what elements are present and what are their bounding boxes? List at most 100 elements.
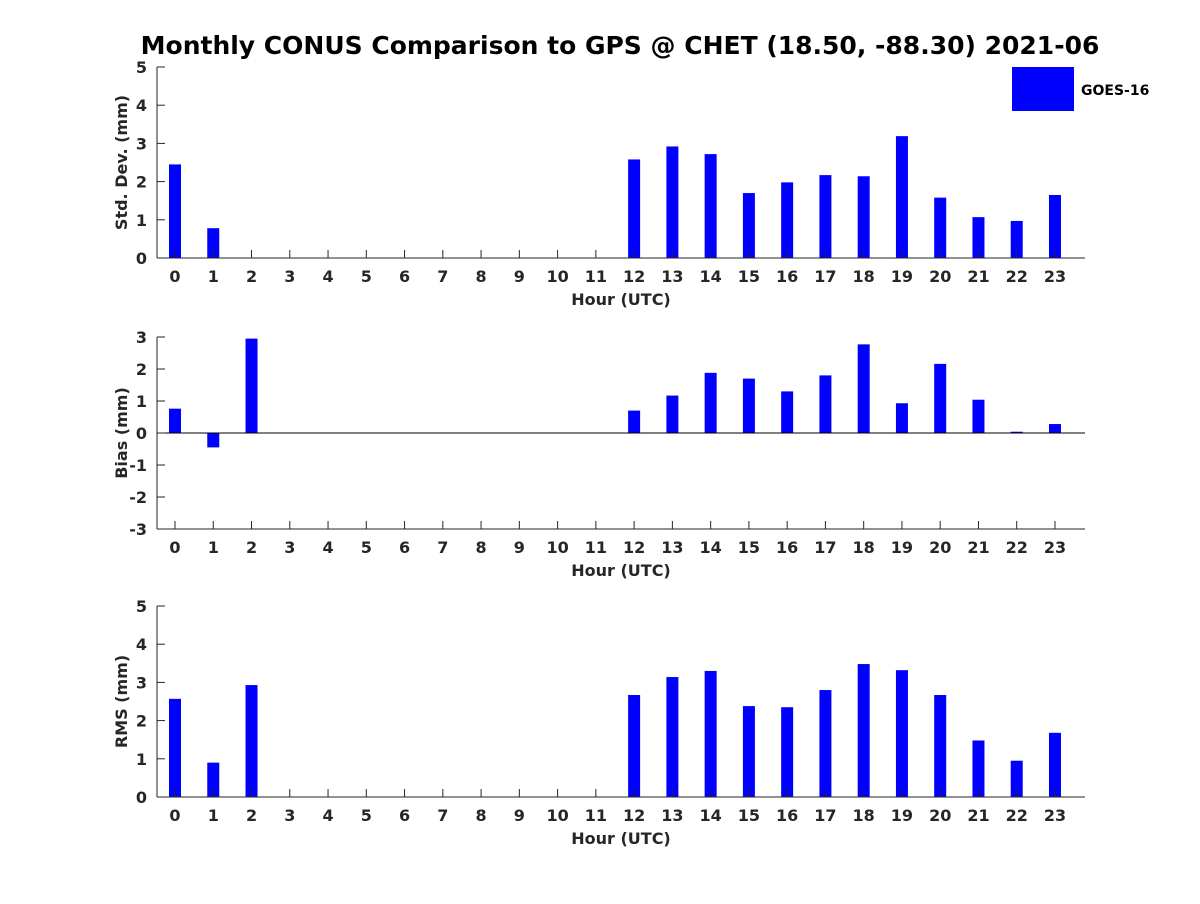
- rms-x-tick-label: 2: [246, 806, 257, 825]
- bias-y-tick-label: 1: [136, 392, 147, 411]
- std-dev-bar: [207, 228, 220, 258]
- bias-x-tick-label: 18: [853, 538, 875, 557]
- bias-x-tick-label: 7: [437, 538, 448, 557]
- rms-x-tick-label: 12: [623, 806, 645, 825]
- rms-x-tick-label: 19: [891, 806, 913, 825]
- bias-y-tick-label: -2: [129, 488, 147, 507]
- bias-x-tick-label: 0: [169, 538, 180, 557]
- std-dev-x-tick-label: 1: [208, 267, 219, 286]
- bias-y-axis-label: Bias (mm): [112, 387, 131, 479]
- rms-x-tick-label: 18: [853, 806, 875, 825]
- bias-x-tick-label: 22: [1006, 538, 1028, 557]
- rms-bar: [781, 707, 794, 797]
- rms-y-axis-label: RMS (mm): [112, 655, 131, 748]
- std-dev-x-tick-label: 21: [967, 267, 989, 286]
- bias-y-tick-label: 0: [136, 424, 147, 443]
- bias-x-tick-label: 16: [776, 538, 798, 557]
- rms-bar: [704, 670, 717, 797]
- std-dev-bar: [704, 154, 717, 258]
- bias-bar: [1010, 431, 1023, 433]
- bias-x-tick-label: 23: [1044, 538, 1066, 557]
- std-dev-bar: [972, 217, 985, 258]
- rms-x-tick-label: 20: [929, 806, 951, 825]
- std-dev-x-tick-label: 0: [169, 267, 180, 286]
- rms-bar: [666, 677, 679, 797]
- bias-bar: [666, 395, 679, 433]
- std-dev-x-tick-label: 5: [361, 267, 372, 286]
- std-dev-x-tick-label: 19: [891, 267, 913, 286]
- rms-x-tick-label: 1: [208, 806, 219, 825]
- bias-bar: [1048, 424, 1061, 433]
- std-dev-x-tick-label: 20: [929, 267, 951, 286]
- rms-x-tick-label: 16: [776, 806, 798, 825]
- rms-y-tick-label: 5: [136, 597, 147, 616]
- rms-x-tick-label: 8: [476, 806, 487, 825]
- std-dev-y-tick-label: 4: [136, 96, 147, 115]
- rms-y-tick-label: 3: [136, 673, 147, 692]
- rms-x-tick-label: 10: [546, 806, 568, 825]
- std-dev-bar: [819, 175, 832, 258]
- std-dev-x-tick-label: 11: [585, 267, 607, 286]
- rms-bar: [1048, 732, 1061, 797]
- bias-bar: [704, 372, 717, 433]
- std-dev-bar: [628, 159, 641, 258]
- bias-bar: [628, 410, 641, 433]
- bias-bar: [207, 433, 220, 448]
- bias-x-tick-label: 5: [361, 538, 372, 557]
- bias-y-tick-label: -3: [129, 520, 147, 539]
- rms-x-tick-label: 21: [967, 806, 989, 825]
- std-dev-bar: [1048, 194, 1061, 258]
- std-dev-y-tick-label: 1: [136, 211, 147, 230]
- bias-x-tick-label: 6: [399, 538, 410, 557]
- std-dev-x-tick-label: 23: [1044, 267, 1066, 286]
- std-dev-x-tick-label: 7: [437, 267, 448, 286]
- std-dev-bar: [169, 164, 181, 258]
- std-dev-y-axis-label: Std. Dev. (mm): [112, 95, 131, 230]
- bias-bar: [169, 408, 181, 433]
- std-dev-bar: [934, 197, 947, 258]
- bias-x-tick-label: 4: [322, 538, 333, 557]
- std-dev-bar: [742, 193, 755, 258]
- std-dev-x-tick-label: 2: [246, 267, 257, 286]
- bias-bar: [857, 344, 870, 433]
- bias-x-tick-label: 8: [476, 538, 487, 557]
- rms-bar: [207, 762, 220, 797]
- std-dev-x-tick-label: 18: [853, 267, 875, 286]
- bias-bar: [895, 403, 908, 433]
- std-dev-x-tick-label: 16: [776, 267, 798, 286]
- rms-bar: [895, 670, 908, 797]
- bias-x-tick-label: 11: [585, 538, 607, 557]
- std-dev-x-tick-label: 4: [322, 267, 333, 286]
- std-dev-x-tick-label: 17: [814, 267, 836, 286]
- bias-bar: [742, 378, 755, 433]
- bias-x-tick-label: 12: [623, 538, 645, 557]
- rms-x-tick-label: 23: [1044, 806, 1066, 825]
- bias-x-tick-label: 10: [546, 538, 568, 557]
- std-dev-y-tick-label: 2: [136, 173, 147, 192]
- std-dev-x-tick-label: 8: [476, 267, 487, 286]
- bias-x-tick-label: 2: [246, 538, 257, 557]
- rms-x-tick-label: 7: [437, 806, 448, 825]
- std-dev-y-tick-label: 3: [136, 134, 147, 153]
- rms-y-tick-label: 4: [136, 635, 147, 654]
- std-dev-x-tick-label: 6: [399, 267, 410, 286]
- legend-swatch: [1012, 67, 1074, 111]
- rms-bar: [1010, 760, 1023, 797]
- figure-title: Monthly CONUS Comparison to GPS @ CHET (…: [141, 31, 1100, 60]
- std-dev-x-tick-label: 10: [546, 267, 568, 286]
- std-dev-bar: [666, 146, 679, 258]
- rms-x-tick-label: 13: [661, 806, 683, 825]
- std-dev-bar: [1010, 220, 1023, 258]
- bias-x-tick-label: 21: [967, 538, 989, 557]
- rms-bar: [972, 740, 985, 797]
- std-dev-x-tick-label: 14: [700, 267, 722, 286]
- legend: GOES-16: [1012, 67, 1149, 111]
- bias-x-tick-label: 14: [700, 538, 722, 557]
- rms-y-tick-label: 1: [136, 750, 147, 769]
- rms-x-tick-label: 0: [169, 806, 180, 825]
- std-dev-y-tick-label: 0: [136, 249, 147, 268]
- rms-x-tick-label: 22: [1006, 806, 1028, 825]
